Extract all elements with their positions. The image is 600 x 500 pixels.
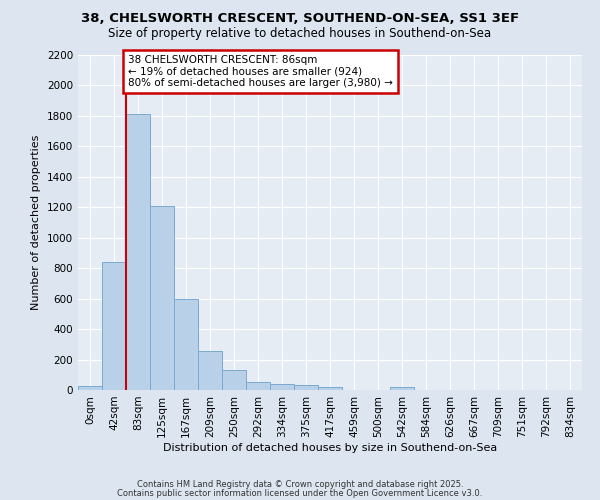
Bar	[126, 114, 150, 390]
Bar	[174, 298, 198, 390]
Text: 38, CHELSWORTH CRESCENT, SOUTHEND-ON-SEA, SS1 3EF: 38, CHELSWORTH CRESCENT, SOUTHEND-ON-SEA…	[81, 12, 519, 26]
Bar	[78, 386, 102, 390]
Text: Size of property relative to detached houses in Southend-on-Sea: Size of property relative to detached ho…	[109, 28, 491, 40]
Bar	[150, 206, 174, 390]
Text: 38 CHELSWORTH CRESCENT: 86sqm
← 19% of detached houses are smaller (924)
80% of : 38 CHELSWORTH CRESCENT: 86sqm ← 19% of d…	[128, 55, 393, 88]
Bar	[270, 384, 294, 390]
Y-axis label: Number of detached properties: Number of detached properties	[31, 135, 41, 310]
Text: Contains public sector information licensed under the Open Government Licence v3: Contains public sector information licen…	[118, 488, 482, 498]
Bar	[102, 262, 126, 390]
Bar	[294, 386, 318, 390]
Bar	[318, 387, 342, 390]
Bar	[222, 370, 246, 390]
Text: Contains HM Land Registry data © Crown copyright and database right 2025.: Contains HM Land Registry data © Crown c…	[137, 480, 463, 489]
Bar	[246, 382, 270, 390]
Bar	[198, 351, 222, 390]
X-axis label: Distribution of detached houses by size in Southend-on-Sea: Distribution of detached houses by size …	[163, 442, 497, 452]
Bar	[390, 387, 414, 390]
